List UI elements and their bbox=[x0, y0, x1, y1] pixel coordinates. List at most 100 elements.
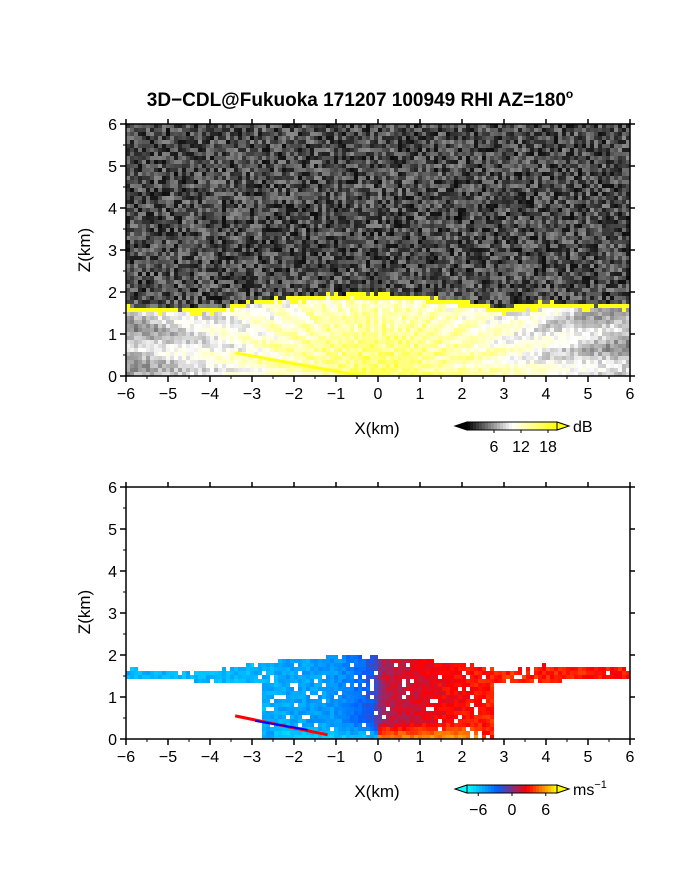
heatmap-cell bbox=[270, 156, 274, 160]
heatmap-cell bbox=[266, 336, 270, 340]
heatmap-cell bbox=[126, 172, 130, 176]
heatmap-cell bbox=[334, 248, 338, 252]
heatmap-cell bbox=[362, 244, 366, 248]
heatmap-cell bbox=[394, 356, 398, 360]
heatmap-cell bbox=[250, 240, 254, 244]
heatmap-cell bbox=[342, 292, 346, 296]
heatmap-cell bbox=[262, 200, 266, 204]
heatmap-cell bbox=[394, 296, 398, 300]
heatmap-cell bbox=[282, 264, 286, 268]
heatmap-cell bbox=[206, 280, 210, 284]
heatmap-cell bbox=[186, 356, 190, 360]
heatmap-cell bbox=[230, 344, 234, 348]
heatmap-cell bbox=[174, 360, 178, 364]
heatmap-cell bbox=[214, 188, 218, 192]
heatmap-cell bbox=[162, 328, 166, 332]
heatmap-cell bbox=[438, 236, 442, 240]
heatmap-cell bbox=[186, 364, 190, 368]
heatmap-cell bbox=[254, 344, 258, 348]
heatmap-cell bbox=[290, 152, 294, 156]
heatmap-cell bbox=[362, 272, 366, 276]
heatmap-cell bbox=[258, 352, 262, 356]
heatmap-cell bbox=[174, 216, 178, 220]
heatmap-cell bbox=[414, 136, 418, 140]
heatmap-cell bbox=[402, 324, 406, 328]
heatmap-cell bbox=[198, 208, 202, 212]
heatmap-cell bbox=[302, 264, 306, 268]
heatmap-cell bbox=[274, 148, 278, 152]
heatmap-cell bbox=[370, 224, 374, 228]
heatmap-cell bbox=[150, 296, 154, 300]
heatmap-cell bbox=[186, 232, 190, 236]
heatmap-cell bbox=[230, 288, 234, 292]
heatmap-cell bbox=[230, 200, 234, 204]
heatmap-cell bbox=[166, 148, 170, 152]
heatmap-cell bbox=[398, 356, 402, 360]
heatmap-cell bbox=[310, 132, 314, 136]
heatmap-cell bbox=[162, 308, 166, 312]
heatmap-cell bbox=[198, 284, 202, 288]
heatmap-cell bbox=[354, 140, 358, 144]
heatmap-cell bbox=[262, 180, 266, 184]
heatmap-cell bbox=[358, 352, 362, 356]
heatmap-cell bbox=[314, 208, 318, 212]
heatmap-cell bbox=[278, 164, 282, 168]
heatmap-cell bbox=[202, 152, 206, 156]
heatmap-cell bbox=[434, 216, 438, 220]
heatmap-cell bbox=[158, 372, 162, 376]
heatmap-cell bbox=[378, 364, 382, 368]
heatmap-cell bbox=[294, 256, 298, 260]
heatmap-cell bbox=[142, 272, 146, 276]
heatmap-cell bbox=[266, 176, 270, 180]
heatmap-cell bbox=[398, 196, 402, 200]
heatmap-cell bbox=[150, 248, 154, 252]
heatmap-cell bbox=[406, 296, 410, 300]
heatmap-cell bbox=[386, 264, 390, 268]
heatmap-cell bbox=[422, 276, 426, 280]
heatmap-cell bbox=[342, 272, 346, 276]
heatmap-cell bbox=[374, 312, 378, 316]
heatmap-cell bbox=[410, 176, 414, 180]
heatmap-cell bbox=[422, 256, 426, 260]
heatmap-cell bbox=[194, 172, 198, 176]
heatmap-cell bbox=[346, 328, 350, 332]
heatmap-cell bbox=[334, 336, 338, 340]
heatmap-cell bbox=[226, 224, 230, 228]
heatmap-cell bbox=[390, 236, 394, 240]
heatmap-cell bbox=[130, 156, 134, 160]
heatmap-cell bbox=[414, 224, 418, 228]
heatmap-cell bbox=[258, 228, 262, 232]
heatmap-cell bbox=[314, 224, 318, 228]
heatmap-cell bbox=[342, 244, 346, 248]
heatmap-cell bbox=[402, 276, 406, 280]
heatmap-cell bbox=[430, 268, 434, 272]
heatmap-cell bbox=[202, 372, 206, 376]
heatmap-cell bbox=[182, 304, 186, 308]
heatmap-cell bbox=[134, 200, 138, 204]
heatmap-cell bbox=[286, 164, 290, 168]
heatmap-cell bbox=[250, 184, 254, 188]
title-degree-superscript: o bbox=[566, 87, 573, 101]
heatmap-cell bbox=[162, 192, 166, 196]
heatmap-cell bbox=[402, 264, 406, 268]
heatmap-cell bbox=[246, 156, 250, 160]
heatmap-cell bbox=[342, 232, 346, 236]
heatmap-cell bbox=[158, 300, 162, 304]
heatmap-cell bbox=[318, 364, 322, 368]
heatmap-cell bbox=[378, 208, 382, 212]
heatmap-cell bbox=[390, 284, 394, 288]
heatmap-cell bbox=[210, 284, 214, 288]
heatmap-cell bbox=[314, 172, 318, 176]
heatmap-cell bbox=[302, 228, 306, 232]
heatmap-cell bbox=[162, 336, 166, 340]
heatmap-cell bbox=[302, 180, 306, 184]
heatmap-cell bbox=[418, 196, 422, 200]
heatmap-cell bbox=[234, 264, 238, 268]
heatmap-cell bbox=[126, 296, 130, 300]
heatmap-cell bbox=[434, 368, 438, 372]
heatmap-cell bbox=[178, 312, 182, 316]
heatmap-cell bbox=[310, 208, 314, 212]
heatmap-cell bbox=[282, 164, 286, 168]
heatmap-cell bbox=[242, 252, 246, 256]
heatmap-cell bbox=[410, 156, 414, 160]
